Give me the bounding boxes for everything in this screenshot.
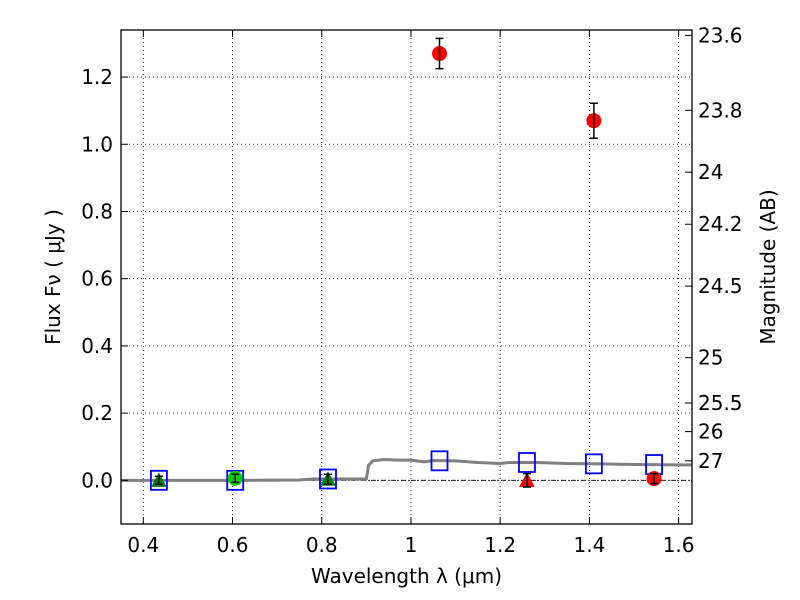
y-axis-label: Flux Fν ( μJy ) (41, 209, 65, 345)
x-axis-label: Wavelength λ (μm) (311, 564, 502, 588)
model-spectrum (121, 457, 692, 482)
axis-ticks: 0.4 0.6 0.8 1 1.2 1.4 1.6 0.0 0.2 0.4 0.6 0.8 1.0 1.2… (81, 23, 742, 557)
right-axis-label: Magnitude (AB) (756, 189, 780, 344)
x-tick-label: 1.6 (663, 533, 695, 557)
x-tick-label: 0.8 (306, 533, 338, 557)
model-square-marker (150, 469, 168, 491)
right-tick-label: 24.5 (698, 274, 743, 298)
right-tick-label: 26 (698, 420, 723, 444)
grid (121, 30, 692, 524)
model-square-marker (319, 468, 337, 490)
x-tick-label: 0.4 (127, 533, 159, 557)
right-tick-label: 25 (698, 346, 723, 370)
right-tick-label: 24 (698, 160, 723, 184)
right-tick-label: 27 (698, 449, 723, 473)
model-square-marker (518, 452, 536, 473)
model-square-marker (430, 450, 449, 472)
y-tick-label: 0.8 (81, 199, 113, 223)
model-square-marker (584, 453, 603, 475)
x-tick-label: 1.4 (573, 533, 605, 557)
right-tick-label: 25.5 (698, 391, 743, 415)
right-tick-label: 23.6 (698, 23, 743, 47)
x-tick-label: 1 (405, 533, 418, 557)
right-tick-label: 24.2 (698, 212, 743, 236)
right-tick-label: 23.8 (698, 98, 743, 122)
y-tick-label: 1.2 (81, 65, 113, 89)
y-tick-label: 0.6 (81, 267, 113, 291)
y-tick-label: 1.0 (81, 132, 113, 156)
data-markers (150, 37, 663, 491)
model-spectrum-line (121, 457, 692, 482)
plot-frame (120, 29, 693, 525)
x-tick-label: 1.2 (484, 533, 516, 557)
y-tick-label: 0.2 (81, 401, 113, 425)
y-tick-label: 0.0 (81, 468, 113, 492)
x-tick-label: 0.6 (217, 533, 249, 557)
y-tick-label: 0.4 (81, 334, 113, 358)
